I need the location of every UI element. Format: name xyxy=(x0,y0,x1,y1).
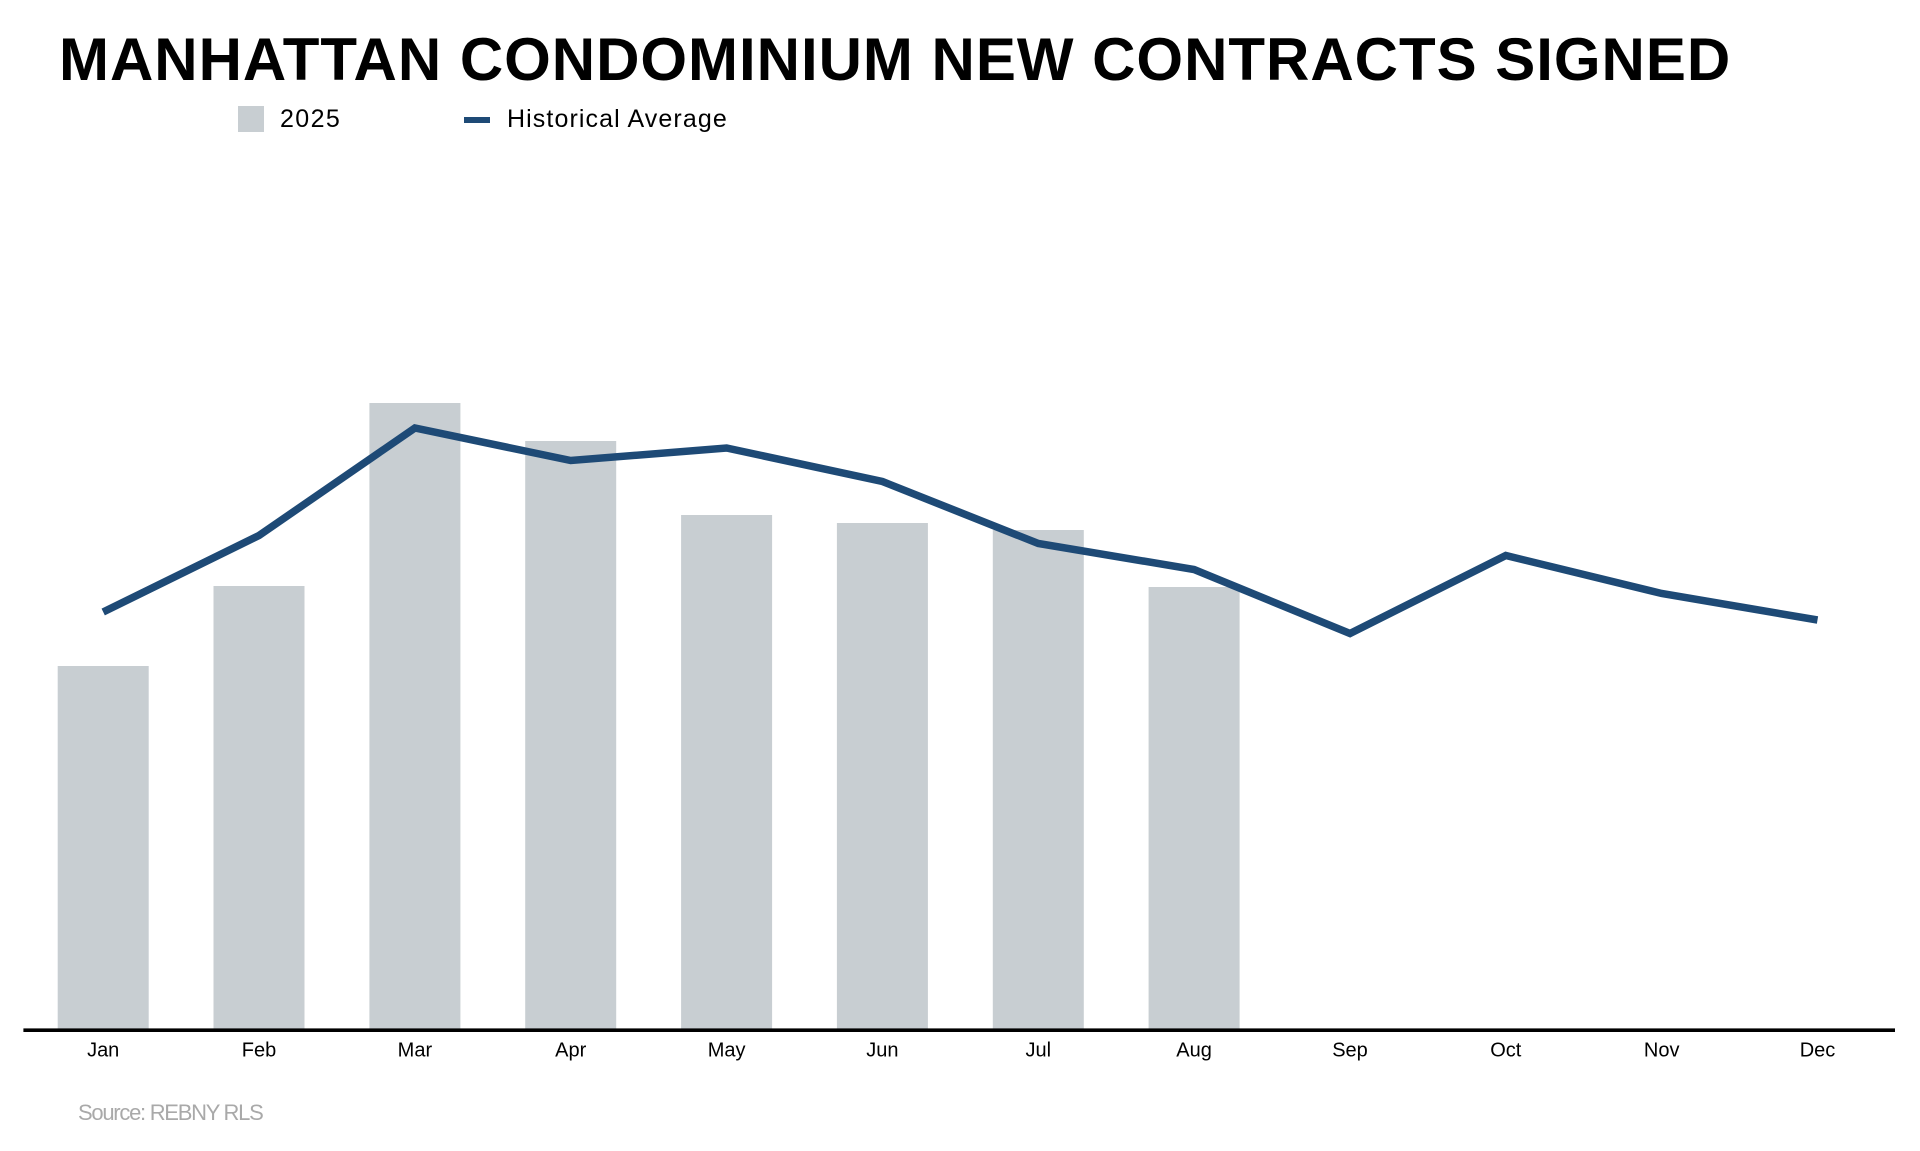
svg-text:Sep: Sep xyxy=(1332,1040,1368,1062)
svg-text:Jul: Jul xyxy=(1026,1040,1052,1062)
svg-text:Mar: Mar xyxy=(398,1040,433,1062)
svg-text:Jun: Jun xyxy=(866,1040,898,1062)
svg-text:Nov: Nov xyxy=(1644,1040,1680,1062)
svg-text:Dec: Dec xyxy=(1800,1040,1836,1062)
svg-text:May: May xyxy=(708,1040,746,1062)
svg-text:Feb: Feb xyxy=(242,1040,276,1062)
svg-text:Jan: Jan xyxy=(87,1040,119,1062)
svg-text:Oct: Oct xyxy=(1490,1040,1522,1062)
svg-text:Aug: Aug xyxy=(1176,1040,1212,1062)
svg-text:Apr: Apr xyxy=(555,1040,586,1062)
